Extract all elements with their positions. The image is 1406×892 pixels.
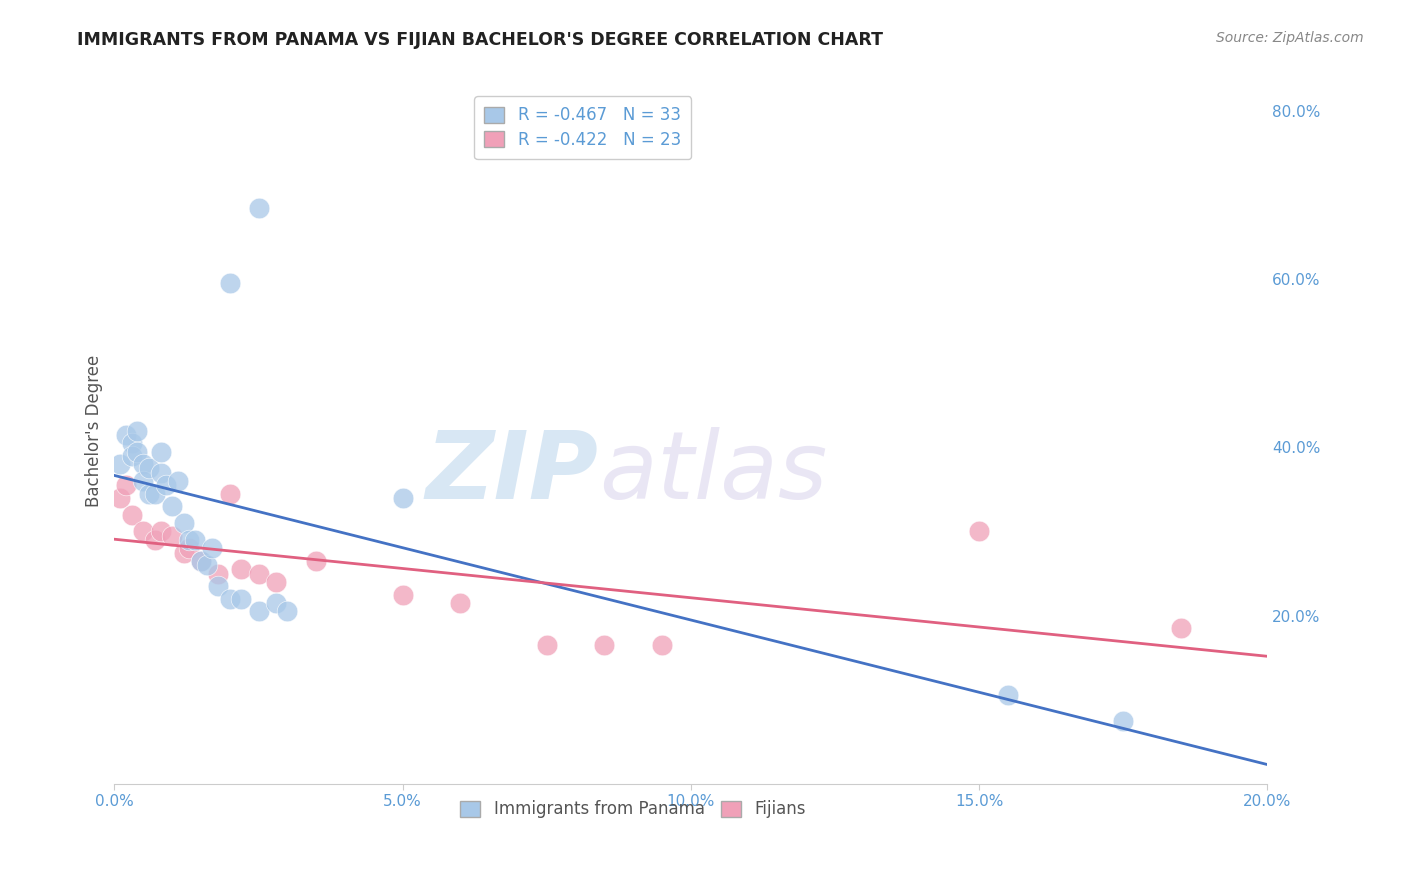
Point (160, 529, 183, 543)
Point (231, 591, 253, 606)
Point (179, 541, 201, 556)
Point (218, 277, 240, 291)
Text: IMMIGRANTS FROM PANAMA VS FIJIAN BACHELOR'S DEGREE CORRELATION CHART: IMMIGRANTS FROM PANAMA VS FIJIAN BACHELO… (77, 31, 883, 49)
Point (967, 524, 990, 539)
Point (651, 638, 673, 652)
Point (264, 596, 287, 610)
Point (108, 491, 131, 505)
Point (149, 524, 172, 539)
Point (184, 533, 207, 547)
Point (115, 427, 138, 442)
Point (593, 638, 616, 652)
Text: atlas: atlas (599, 427, 827, 518)
Point (132, 474, 155, 488)
Point (138, 486, 160, 500)
Point (115, 478, 138, 492)
Point (155, 478, 177, 492)
Point (132, 524, 155, 539)
Point (149, 466, 172, 480)
Point (247, 604, 270, 618)
Point (276, 604, 298, 618)
Point (166, 474, 188, 488)
Point (173, 545, 195, 559)
Point (127, 424, 149, 438)
Text: ZIP: ZIP (426, 427, 599, 519)
Point (143, 533, 166, 547)
Point (391, 491, 413, 505)
Point (121, 436, 143, 450)
Point (121, 449, 143, 463)
Point (1170, 621, 1192, 635)
Point (143, 486, 166, 500)
Point (149, 444, 172, 458)
Point (190, 554, 212, 568)
Point (179, 533, 201, 547)
Point (247, 201, 270, 215)
Text: Source: ZipAtlas.com: Source: ZipAtlas.com (1216, 31, 1364, 45)
Point (536, 638, 558, 652)
Point (247, 566, 270, 581)
Point (195, 558, 218, 573)
Point (305, 554, 328, 568)
Point (207, 566, 229, 581)
Point (121, 508, 143, 522)
Point (173, 516, 195, 530)
Point (218, 486, 240, 500)
Point (127, 444, 149, 458)
Point (201, 541, 224, 556)
Point (449, 596, 471, 610)
Point (1112, 714, 1135, 728)
Point (207, 579, 229, 593)
Point (218, 591, 240, 606)
Point (160, 500, 183, 514)
Point (132, 457, 155, 471)
Point (138, 461, 160, 475)
Point (391, 588, 413, 602)
Y-axis label: Bachelor's Degree: Bachelor's Degree (86, 354, 103, 507)
Legend: Immigrants from Panama, Fijians: Immigrants from Panama, Fijians (454, 794, 813, 825)
Point (997, 689, 1019, 703)
Point (108, 457, 131, 471)
Point (264, 574, 287, 589)
Point (190, 554, 212, 568)
Point (231, 562, 253, 576)
